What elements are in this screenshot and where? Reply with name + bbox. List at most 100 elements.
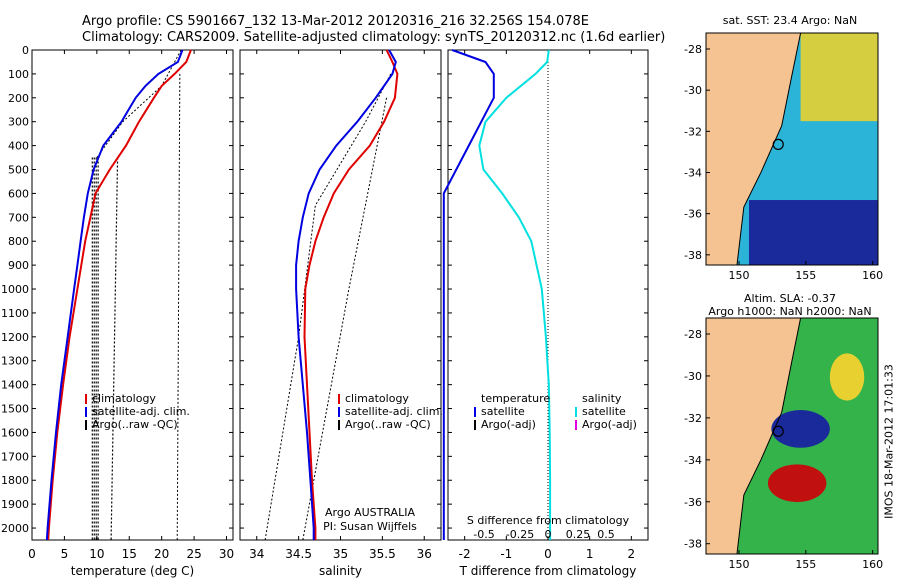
coastline-sla <box>736 317 802 555</box>
timestamp-label-container: IMOS 18-Mar-2012 17:01:33 <box>880 325 900 575</box>
map-lon-tick: 150 <box>729 558 750 571</box>
legend-sal-item: Argo(..raw -QC) <box>345 418 431 431</box>
map-lat-tick: -38 <box>684 249 702 262</box>
depth-tick-label: 900 <box>8 259 29 272</box>
argo-info-1: Argo AUSTRALIA <box>325 506 415 519</box>
s-diff-tick: -0.5 <box>473 528 494 541</box>
title-line-1: Argo profile: CS 5901667_132 13-Mar-2012… <box>82 14 590 29</box>
sst-map-title: sat. SST: 23.4 Argo: NaN <box>722 14 858 27</box>
argo-profile-dots <box>110 157 119 541</box>
coastline-sst <box>736 32 802 266</box>
depth-tick-label: 700 <box>8 211 29 224</box>
legend-diff-sal-item: satellite <box>582 405 626 418</box>
x-tick-label: 1 <box>586 547 594 561</box>
panel-frame-difference <box>447 49 649 541</box>
panel-frame-salinity <box>239 49 442 541</box>
legend-diff-temp-item: satellite <box>481 405 525 418</box>
map-lat-tick: -36 <box>684 496 702 509</box>
series-line-climatology <box>47 49 192 541</box>
legend-temp-item: satellite-adj. clim. <box>92 405 190 418</box>
depth-tick-label: 1200 <box>1 331 29 344</box>
map-lat-tick: -32 <box>684 412 702 425</box>
map-lat-tick: -30 <box>684 84 702 97</box>
map-lat-tick: -32 <box>684 125 702 138</box>
map-lon-tick: 160 <box>862 558 883 571</box>
sst-warm-patch <box>800 33 878 122</box>
x-tick-label: 0 <box>544 547 552 561</box>
map-lat-tick: -28 <box>684 43 702 56</box>
x-tick-label: 36 <box>417 547 432 561</box>
depth-tick-label: 1800 <box>1 474 29 487</box>
argo-location-marker <box>772 138 784 150</box>
panel-frame-temperature <box>31 49 234 541</box>
map-lat-tick: -34 <box>684 166 702 179</box>
argo-info-2: PI: Susan Wijffels <box>323 520 417 533</box>
argo-location-marker <box>772 425 784 437</box>
depth-tick-label: 100 <box>8 68 29 81</box>
map-lat-tick: -36 <box>684 208 702 221</box>
map-frame-sla <box>705 317 879 555</box>
x-tick-label: 10 <box>89 547 104 561</box>
series-line-temperature-satellite <box>442 49 495 540</box>
s-diff-tick: 0.5 <box>597 528 615 541</box>
legend-temp-item: climatology <box>92 392 156 405</box>
x-tick-label: 25 <box>186 547 201 561</box>
depth-tick-label: 1100 <box>1 307 29 320</box>
s-diff-tick: 0.25 <box>566 528 591 541</box>
depth-tick-label: 600 <box>8 187 29 200</box>
x-tick-label: 35 <box>333 547 348 561</box>
s-diff-label: S difference from climatology <box>467 514 630 527</box>
map-sla <box>705 317 879 555</box>
x-tick-label: 34 <box>249 547 264 561</box>
s-diff-tick: -0.25 <box>506 528 534 541</box>
depth-tick-label: 200 <box>8 92 29 105</box>
legend-diff-temp-header: temperature <box>481 392 550 405</box>
x-tick-label: 30 <box>219 547 234 561</box>
x-axis-label: salinity <box>319 564 362 578</box>
map-lat-tick: -38 <box>684 538 702 551</box>
map-lon-tick: 160 <box>862 269 883 282</box>
depth-tick-label: 1900 <box>1 498 29 511</box>
depth-tick-label: 1700 <box>1 450 29 463</box>
sla-low-patch <box>771 410 830 448</box>
sla-high-patch <box>767 464 827 503</box>
series-line-salinity-satellite <box>478 49 552 540</box>
legend-sal-item: climatology <box>345 392 409 405</box>
map-frame-sst <box>705 32 879 266</box>
depth-tick-label: 1600 <box>1 426 29 439</box>
sst-cold-patch <box>749 200 878 265</box>
s-diff-tick: 0 <box>545 528 552 541</box>
legend-diff-sal-item: Argo(-adj) <box>582 418 637 431</box>
map-lon-tick: 155 <box>795 269 816 282</box>
depth-tick-label: 0 <box>22 44 29 57</box>
x-tick-label: 0 <box>28 547 36 561</box>
map-sst <box>705 32 879 266</box>
depth-tick-label: 500 <box>8 164 29 177</box>
legend-diff-temp-item: Argo(-adj) <box>481 418 536 431</box>
series-line-satellite-adj-clim- <box>45 49 184 541</box>
map-lat-tick: -34 <box>684 454 702 467</box>
depth-tick-label: 1500 <box>1 403 29 416</box>
x-tick-label: -1 <box>500 547 512 561</box>
map-lon-tick: 155 <box>795 558 816 571</box>
depth-tick-label: 1400 <box>1 379 29 392</box>
x-axis-label: temperature (deg C) <box>71 564 194 578</box>
map-lat-tick: -28 <box>684 328 702 341</box>
depth-tick-label: 800 <box>8 235 29 248</box>
argo-profile-dots <box>264 73 392 541</box>
legend-sal-item: satellite-adj. clim. <box>345 405 443 418</box>
argo-profile-dots <box>302 97 388 541</box>
depth-tick-label: 1300 <box>1 355 29 368</box>
x-tick-label: 20 <box>154 547 169 561</box>
argo-profile-dots <box>96 49 182 158</box>
sla-map-title-2: Argo h1000: NaN h2000: NaN <box>708 305 872 318</box>
depth-tick-label: 2000 <box>1 522 29 535</box>
map-lon-tick: 150 <box>729 269 750 282</box>
legend-diff-sal-header: salinity <box>582 392 622 405</box>
x-tick-label: 34.5 <box>285 547 312 561</box>
series-line-climatology <box>303 49 399 540</box>
depth-tick-label: 400 <box>8 140 29 153</box>
x-tick-label: -2 <box>459 547 471 561</box>
depth-tick-label: 300 <box>8 116 29 129</box>
